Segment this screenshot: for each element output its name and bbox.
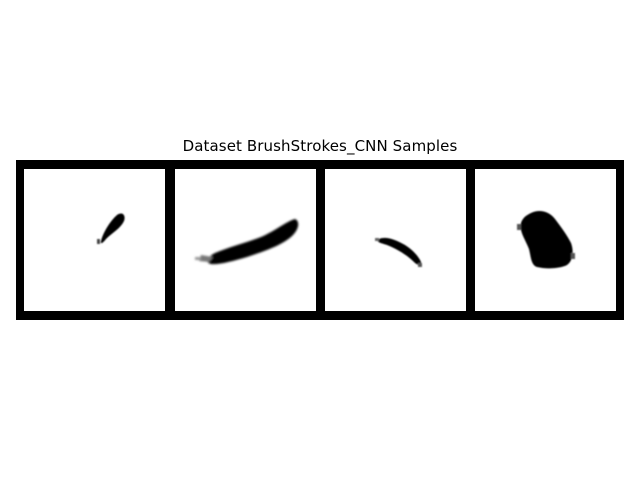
brush-stroke-image-2 bbox=[195, 219, 299, 265]
sample-tile-3 bbox=[325, 169, 466, 311]
brush-stroke-image-3 bbox=[375, 237, 422, 267]
sample-tile-2 bbox=[175, 169, 316, 311]
sample-tile-1 bbox=[24, 169, 165, 311]
brush-stroke-image-4 bbox=[517, 211, 575, 269]
sample-tile-4 bbox=[475, 169, 616, 311]
sample-grid bbox=[16, 160, 624, 320]
brush-stroke-image-1 bbox=[97, 213, 125, 244]
figure-title: Dataset BrushStrokes_CNN Samples bbox=[182, 137, 458, 155]
